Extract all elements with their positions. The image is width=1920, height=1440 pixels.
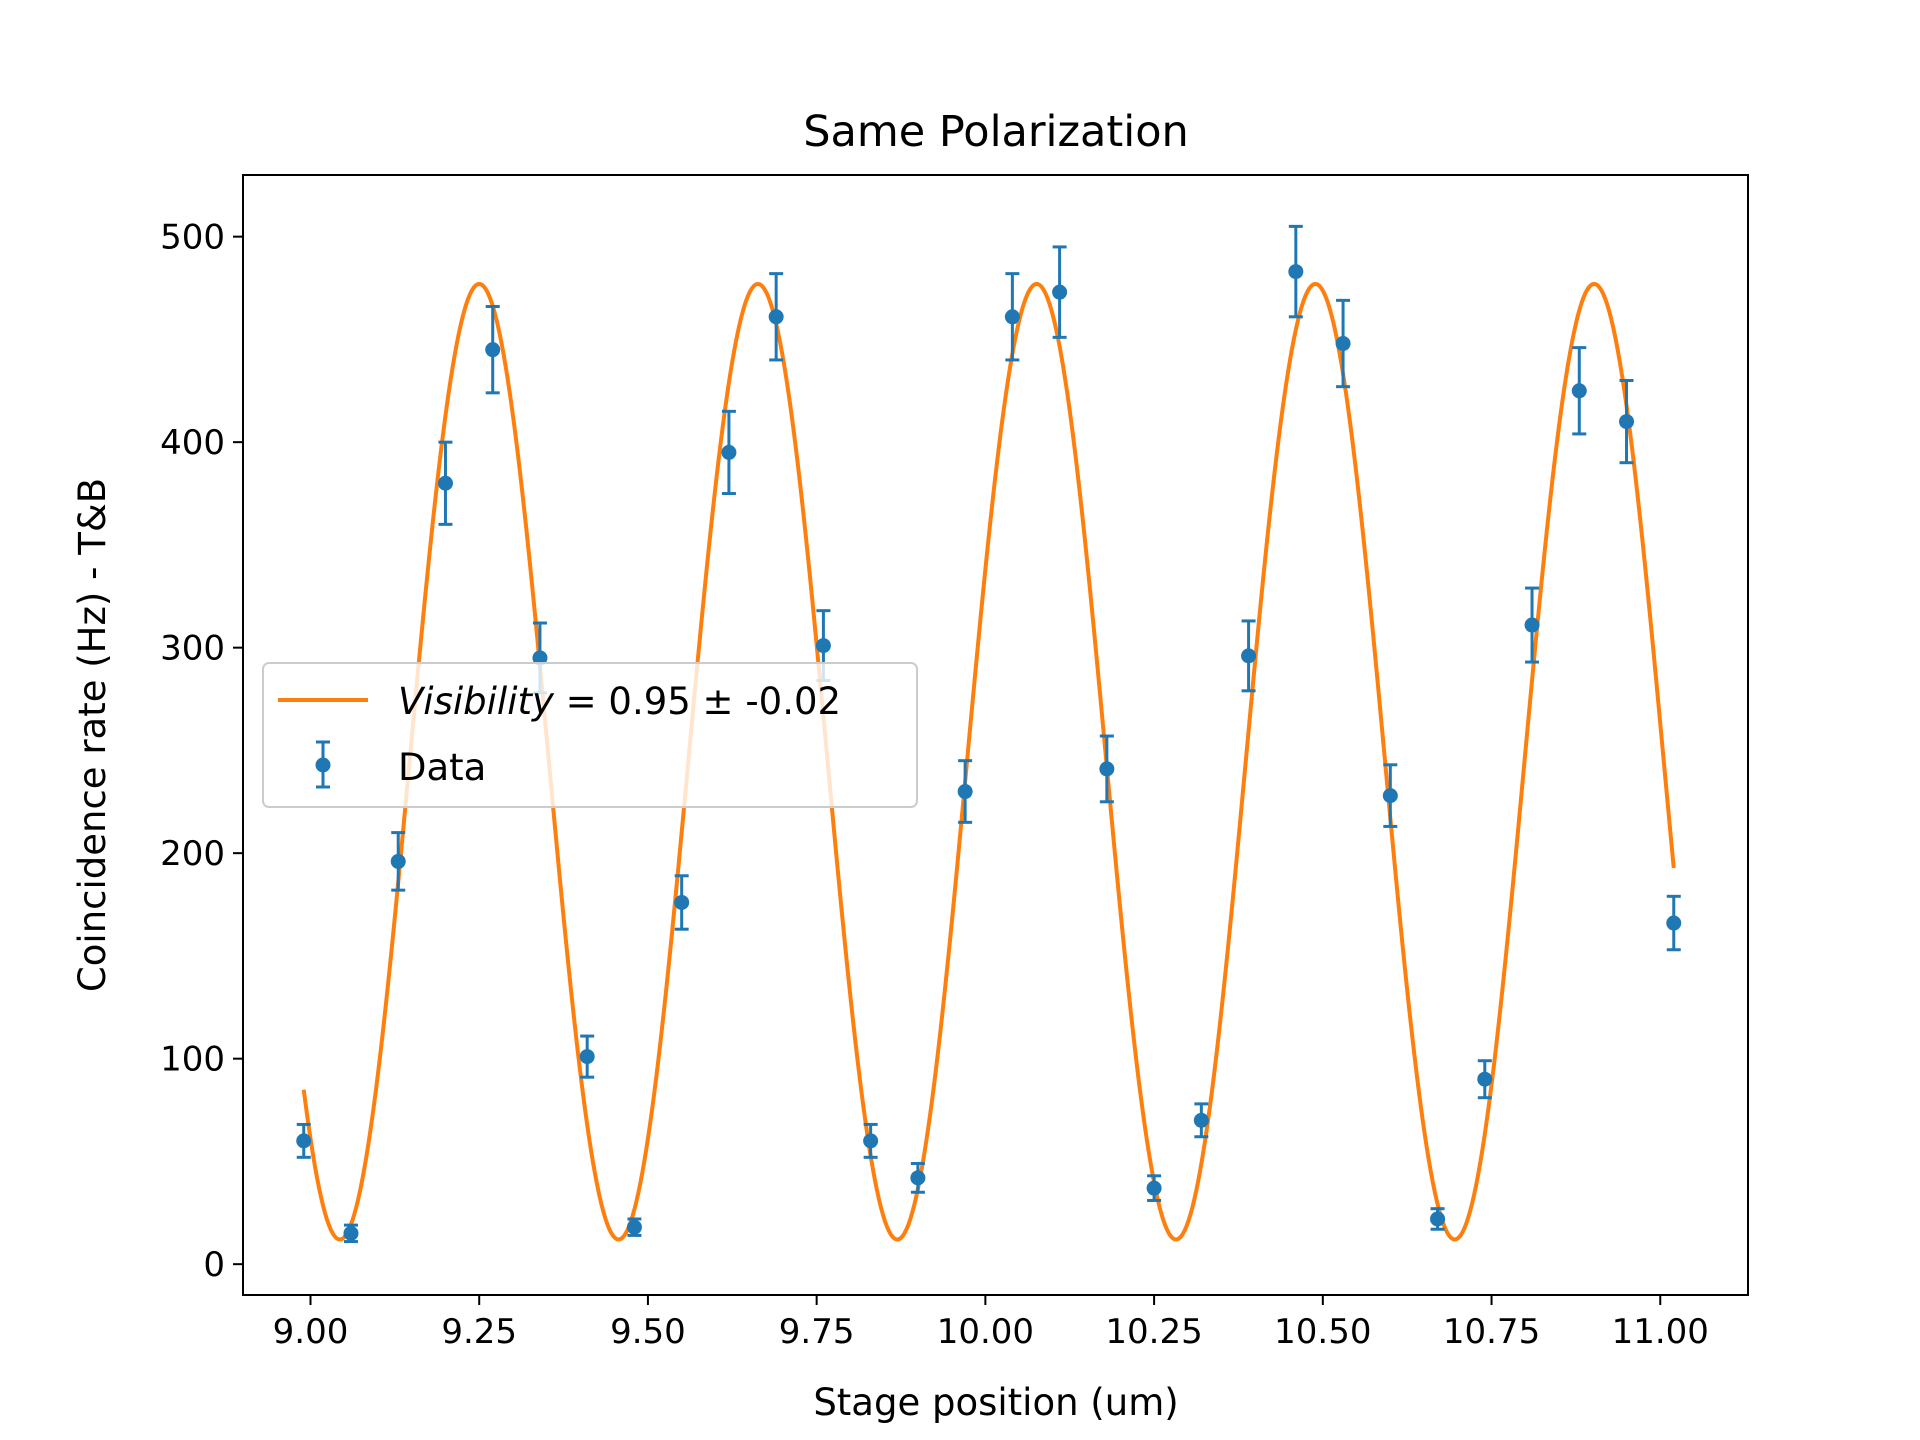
data-marker bbox=[1052, 284, 1068, 300]
data-marker bbox=[1241, 648, 1257, 664]
y-axis-label: Coincidence rate (Hz) - T&B bbox=[71, 478, 114, 992]
x-tick-label: 10.25 bbox=[1105, 1312, 1202, 1352]
data-marker bbox=[1666, 915, 1682, 931]
data-marker bbox=[1571, 383, 1587, 399]
data-marker bbox=[1335, 336, 1351, 352]
data-marker bbox=[1193, 1112, 1209, 1128]
data-point bbox=[437, 440, 453, 526]
y-tick-label: 200 bbox=[160, 834, 225, 874]
data-marker bbox=[1382, 788, 1398, 804]
x-axis-label: Stage position (um) bbox=[813, 1381, 1178, 1424]
fit-curve-line bbox=[301, 281, 1676, 1242]
data-point bbox=[1004, 272, 1020, 362]
data-marker bbox=[863, 1133, 879, 1149]
data-marker bbox=[674, 894, 690, 910]
x-tick-label: 9.75 bbox=[779, 1312, 855, 1352]
data-point bbox=[957, 759, 973, 824]
data-points-layer bbox=[296, 224, 1682, 1244]
data-marker bbox=[1430, 1211, 1446, 1227]
y-tick-label: 100 bbox=[160, 1040, 225, 1080]
data-marker bbox=[1146, 1180, 1162, 1196]
data-point bbox=[1619, 379, 1635, 465]
data-point bbox=[1477, 1059, 1493, 1100]
data-marker bbox=[343, 1225, 359, 1241]
data-point bbox=[1052, 245, 1068, 339]
data-point bbox=[1666, 894, 1682, 952]
data-marker bbox=[721, 444, 737, 460]
legend-data-label: Data bbox=[398, 746, 486, 789]
data-marker bbox=[1099, 761, 1115, 777]
x-tick-label: 10.75 bbox=[1443, 1312, 1540, 1352]
data-point bbox=[1146, 1174, 1162, 1202]
data-marker bbox=[768, 309, 784, 325]
data-marker bbox=[1619, 414, 1635, 430]
x-tick-label: 9.50 bbox=[610, 1312, 686, 1352]
data-point bbox=[1241, 619, 1257, 693]
data-marker bbox=[957, 784, 973, 800]
data-point bbox=[296, 1122, 312, 1159]
fit-curve-layer bbox=[301, 281, 1676, 1242]
data-point bbox=[768, 272, 784, 362]
data-point bbox=[863, 1122, 879, 1159]
data-marker bbox=[532, 650, 548, 666]
data-point bbox=[910, 1161, 926, 1194]
x-axis-ticks: 9.00 9.25 9.50 9.75 10.00 10.25 10.50 10.75 11.0… bbox=[273, 1295, 1709, 1352]
legend-fit-label: Visibility = 0.95 ± -0.02 bbox=[398, 680, 841, 723]
x-tick-label: 9.00 bbox=[273, 1312, 349, 1352]
y-tick-label: 0 bbox=[203, 1245, 225, 1285]
x-tick-label: 11.00 bbox=[1612, 1312, 1709, 1352]
x-tick-label: 10.50 bbox=[1274, 1312, 1371, 1352]
data-point bbox=[579, 1034, 595, 1079]
legend-data-swatch bbox=[315, 740, 331, 789]
x-tick-label: 10.00 bbox=[937, 1312, 1034, 1352]
plot-frame bbox=[242, 174, 1749, 1296]
data-marker bbox=[815, 638, 831, 654]
data-marker bbox=[390, 853, 406, 869]
data-marker bbox=[437, 475, 453, 491]
y-tick-label: 400 bbox=[160, 423, 225, 463]
data-point bbox=[1382, 763, 1398, 828]
data-marker bbox=[1004, 309, 1020, 325]
data-point bbox=[626, 1217, 642, 1237]
data-marker bbox=[579, 1049, 595, 1065]
y-tick-label: 500 bbox=[160, 218, 225, 258]
data-point bbox=[1571, 346, 1587, 436]
data-marker bbox=[485, 342, 501, 358]
data-point bbox=[1524, 586, 1540, 664]
data-point bbox=[721, 409, 737, 496]
y-tick-label: 300 bbox=[160, 629, 225, 669]
data-marker bbox=[1477, 1071, 1493, 1087]
legend-box bbox=[262, 662, 918, 808]
data-marker bbox=[1524, 617, 1540, 633]
chart-title: Same Polarization bbox=[803, 107, 1189, 157]
x-tick-label: 9.25 bbox=[441, 1312, 517, 1352]
data-point bbox=[390, 831, 406, 892]
data-point bbox=[1430, 1207, 1446, 1231]
data-point bbox=[485, 305, 501, 395]
data-point bbox=[1288, 224, 1304, 319]
data-point bbox=[674, 874, 690, 931]
data-point bbox=[1193, 1102, 1209, 1139]
data-marker bbox=[910, 1170, 926, 1186]
y-axis-ticks: 0 100 200 300 400 500 bbox=[160, 218, 243, 1285]
data-marker bbox=[296, 1133, 312, 1149]
legend: Visibility = 0.95 ± -0.02 Data bbox=[262, 662, 918, 808]
data-point bbox=[1335, 298, 1351, 389]
data-marker bbox=[1288, 264, 1304, 280]
data-point bbox=[1099, 734, 1115, 804]
data-marker bbox=[626, 1219, 642, 1235]
data-point bbox=[343, 1223, 359, 1244]
